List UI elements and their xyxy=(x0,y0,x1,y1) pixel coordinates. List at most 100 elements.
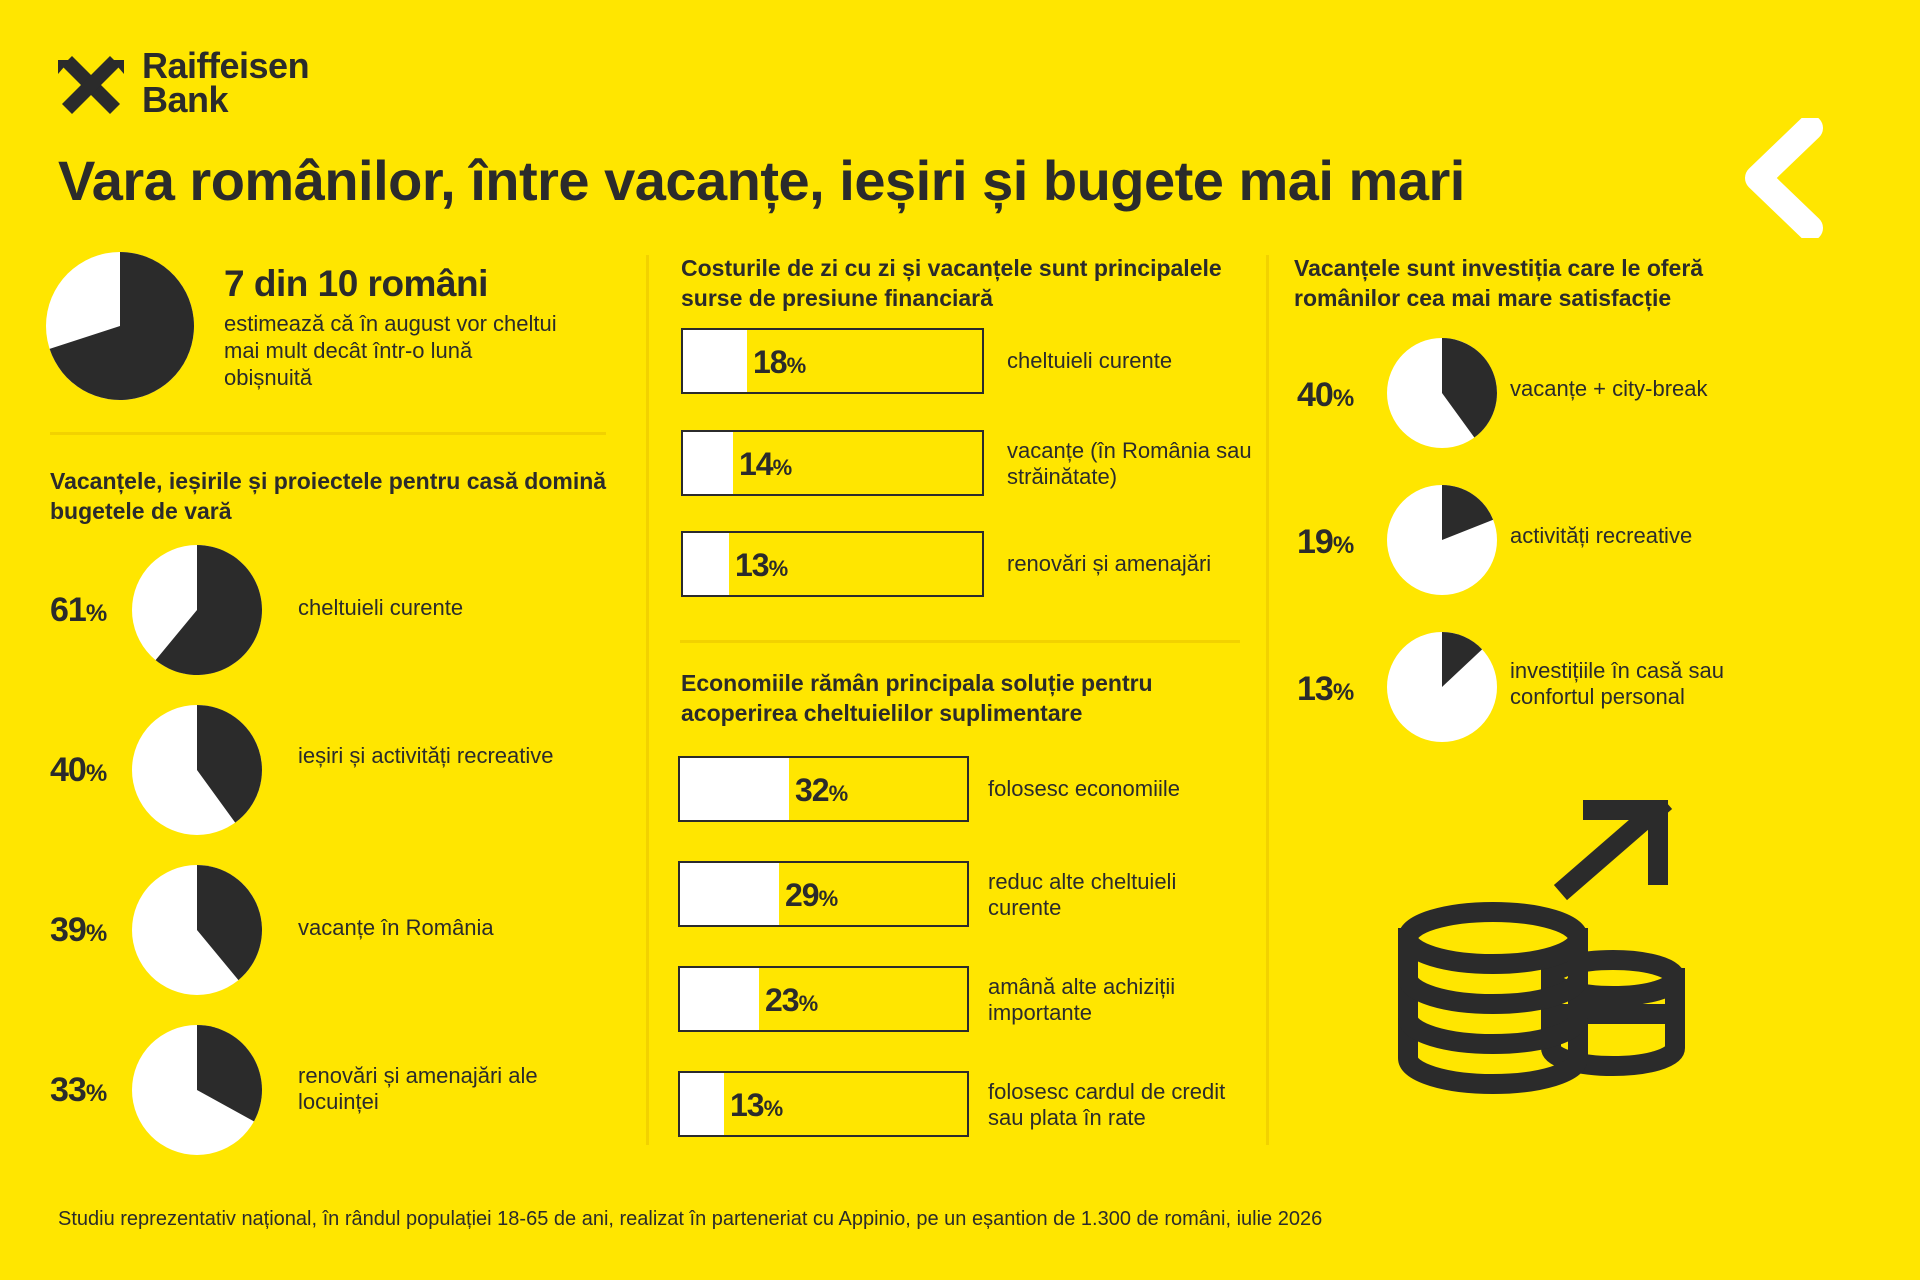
pie-chart xyxy=(1387,338,1497,448)
value-unit: % xyxy=(772,455,793,480)
percent-label: 19% xyxy=(1297,523,1354,562)
pie-value-slice xyxy=(155,545,262,675)
pie-chart xyxy=(132,705,262,835)
value-unit: % xyxy=(1332,532,1355,559)
section-title-satisfaction: Vacanțele sunt investiția care le oferă … xyxy=(1294,255,1704,311)
bar-value-label: 13% xyxy=(735,547,788,584)
pie-value-slice xyxy=(1442,485,1494,540)
brand-name-line2: Bank xyxy=(142,79,229,120)
pie-chart xyxy=(1387,485,1497,595)
bar-track: 13% xyxy=(678,1071,969,1137)
bar-track: 23% xyxy=(678,966,969,1032)
value-number: 32 xyxy=(795,772,830,808)
bar-fill xyxy=(683,432,733,494)
brand-logo: Raiffeisen Bank xyxy=(58,48,338,118)
bar-fill xyxy=(680,1073,724,1135)
value-number: 39 xyxy=(50,911,87,949)
value-unit: % xyxy=(85,1080,108,1107)
bar-track: 18% xyxy=(681,328,984,394)
value-number: 13 xyxy=(735,547,770,583)
value-number: 14 xyxy=(739,446,774,482)
pie-value-slice xyxy=(197,705,262,823)
value-number: 40 xyxy=(50,751,87,789)
percent-label: 40% xyxy=(1297,376,1354,415)
coins-growth-icon xyxy=(1397,800,1685,1094)
bar-track: 13% xyxy=(681,531,984,597)
value-unit: % xyxy=(768,556,789,581)
category-label: reduc alte cheltuieli curente xyxy=(988,869,1177,920)
bar-value-label: 23% xyxy=(765,982,818,1019)
category-label: amână alte achiziții importante xyxy=(988,974,1176,1025)
footnote-source: Studiu reprezentativ național, în rândul… xyxy=(58,1208,1323,1230)
category-label: ieșiri și activități recreative xyxy=(298,743,554,768)
chevron-left-icon xyxy=(1745,118,1823,238)
category-label: folosesc economiile xyxy=(988,776,1180,801)
pie-value-slice xyxy=(1442,338,1497,438)
category-label: renovări și amenajări ale locuinței xyxy=(298,1063,538,1114)
bar-value-label: 13% xyxy=(730,1087,783,1124)
bar-track: 29% xyxy=(678,861,969,927)
section-title-financial-pressure: Costurile de zi cu zi și vacanțele sunt … xyxy=(681,255,1222,311)
value-unit: % xyxy=(1332,385,1355,412)
section-divider xyxy=(680,640,1240,643)
value-number: 40 xyxy=(1297,376,1334,414)
raiffeisen-crossed-gables-icon xyxy=(58,56,124,114)
value-unit: % xyxy=(818,886,839,911)
value-unit: % xyxy=(85,600,108,627)
value-unit: % xyxy=(798,991,819,1016)
category-label: investițiile în casă sau confortul perso… xyxy=(1510,658,1724,709)
column-divider xyxy=(646,255,649,1145)
bar-fill xyxy=(683,330,747,392)
value-number: 23 xyxy=(765,982,800,1018)
pie-value-slice xyxy=(49,252,194,400)
value-number: 19 xyxy=(1297,523,1334,561)
bar-value-label: 14% xyxy=(739,446,792,483)
bar-value-label: 32% xyxy=(795,772,848,809)
pie-value-slice xyxy=(197,1025,262,1122)
percent-label: 61% xyxy=(50,591,107,630)
brand-name-line1: Raiffeisen xyxy=(142,45,310,86)
headline-pie-chart xyxy=(46,252,194,400)
category-label: vacanțe (în România sau străinătate) xyxy=(1007,438,1252,489)
bar-fill xyxy=(680,758,789,820)
category-label: activități recreative xyxy=(1510,523,1693,548)
percent-label: 33% xyxy=(50,1071,107,1110)
value-unit: % xyxy=(786,353,807,378)
value-unit: % xyxy=(1332,679,1355,706)
value-number: 13 xyxy=(730,1087,765,1123)
category-label: cheltuieli curente xyxy=(1007,348,1173,373)
page-title: Vara românilor, între vacanțe, ieșiri și… xyxy=(58,149,1465,212)
bar-fill xyxy=(680,968,759,1030)
category-label: folosesc cardul de credit sau plata în r… xyxy=(988,1079,1226,1130)
value-unit: % xyxy=(763,1096,784,1121)
percent-label: 13% xyxy=(1297,670,1354,709)
bar-value-label: 18% xyxy=(753,344,806,381)
category-label: vacanțe în România xyxy=(298,915,494,940)
value-number: 61 xyxy=(50,591,87,629)
category-label: vacanțe + city-break xyxy=(1510,376,1708,401)
pie-chart xyxy=(132,545,262,675)
bar-fill xyxy=(680,863,779,925)
value-number: 29 xyxy=(785,877,820,913)
value-number: 33 xyxy=(50,1071,87,1109)
value-unit: % xyxy=(85,920,108,947)
category-label: renovări și amenajări xyxy=(1007,551,1212,576)
column-divider xyxy=(1266,255,1269,1145)
category-label: cheltuieli curente xyxy=(298,595,464,620)
section-title-summer-budgets: Vacanțele, ieșirile și proiectele pentru… xyxy=(50,468,607,524)
percent-label: 39% xyxy=(50,911,107,950)
value-number: 13 xyxy=(1297,670,1334,708)
percent-label: 40% xyxy=(50,751,107,790)
pie-value-slice xyxy=(1442,632,1483,687)
pie-value-slice xyxy=(197,865,262,981)
section-title-savings-solution: Economiile rămân principala soluție pent… xyxy=(681,670,1153,726)
pie-chart xyxy=(1387,632,1497,742)
headline-description: estimează că în august vor cheltui mai m… xyxy=(224,311,557,390)
pie-chart xyxy=(132,865,262,995)
headline-stat: 7 din 10 români xyxy=(224,263,488,304)
bar-fill xyxy=(683,533,729,595)
value-unit: % xyxy=(828,781,849,806)
bar-track: 32% xyxy=(678,756,969,822)
section-divider xyxy=(50,432,606,435)
value-unit: % xyxy=(85,760,108,787)
